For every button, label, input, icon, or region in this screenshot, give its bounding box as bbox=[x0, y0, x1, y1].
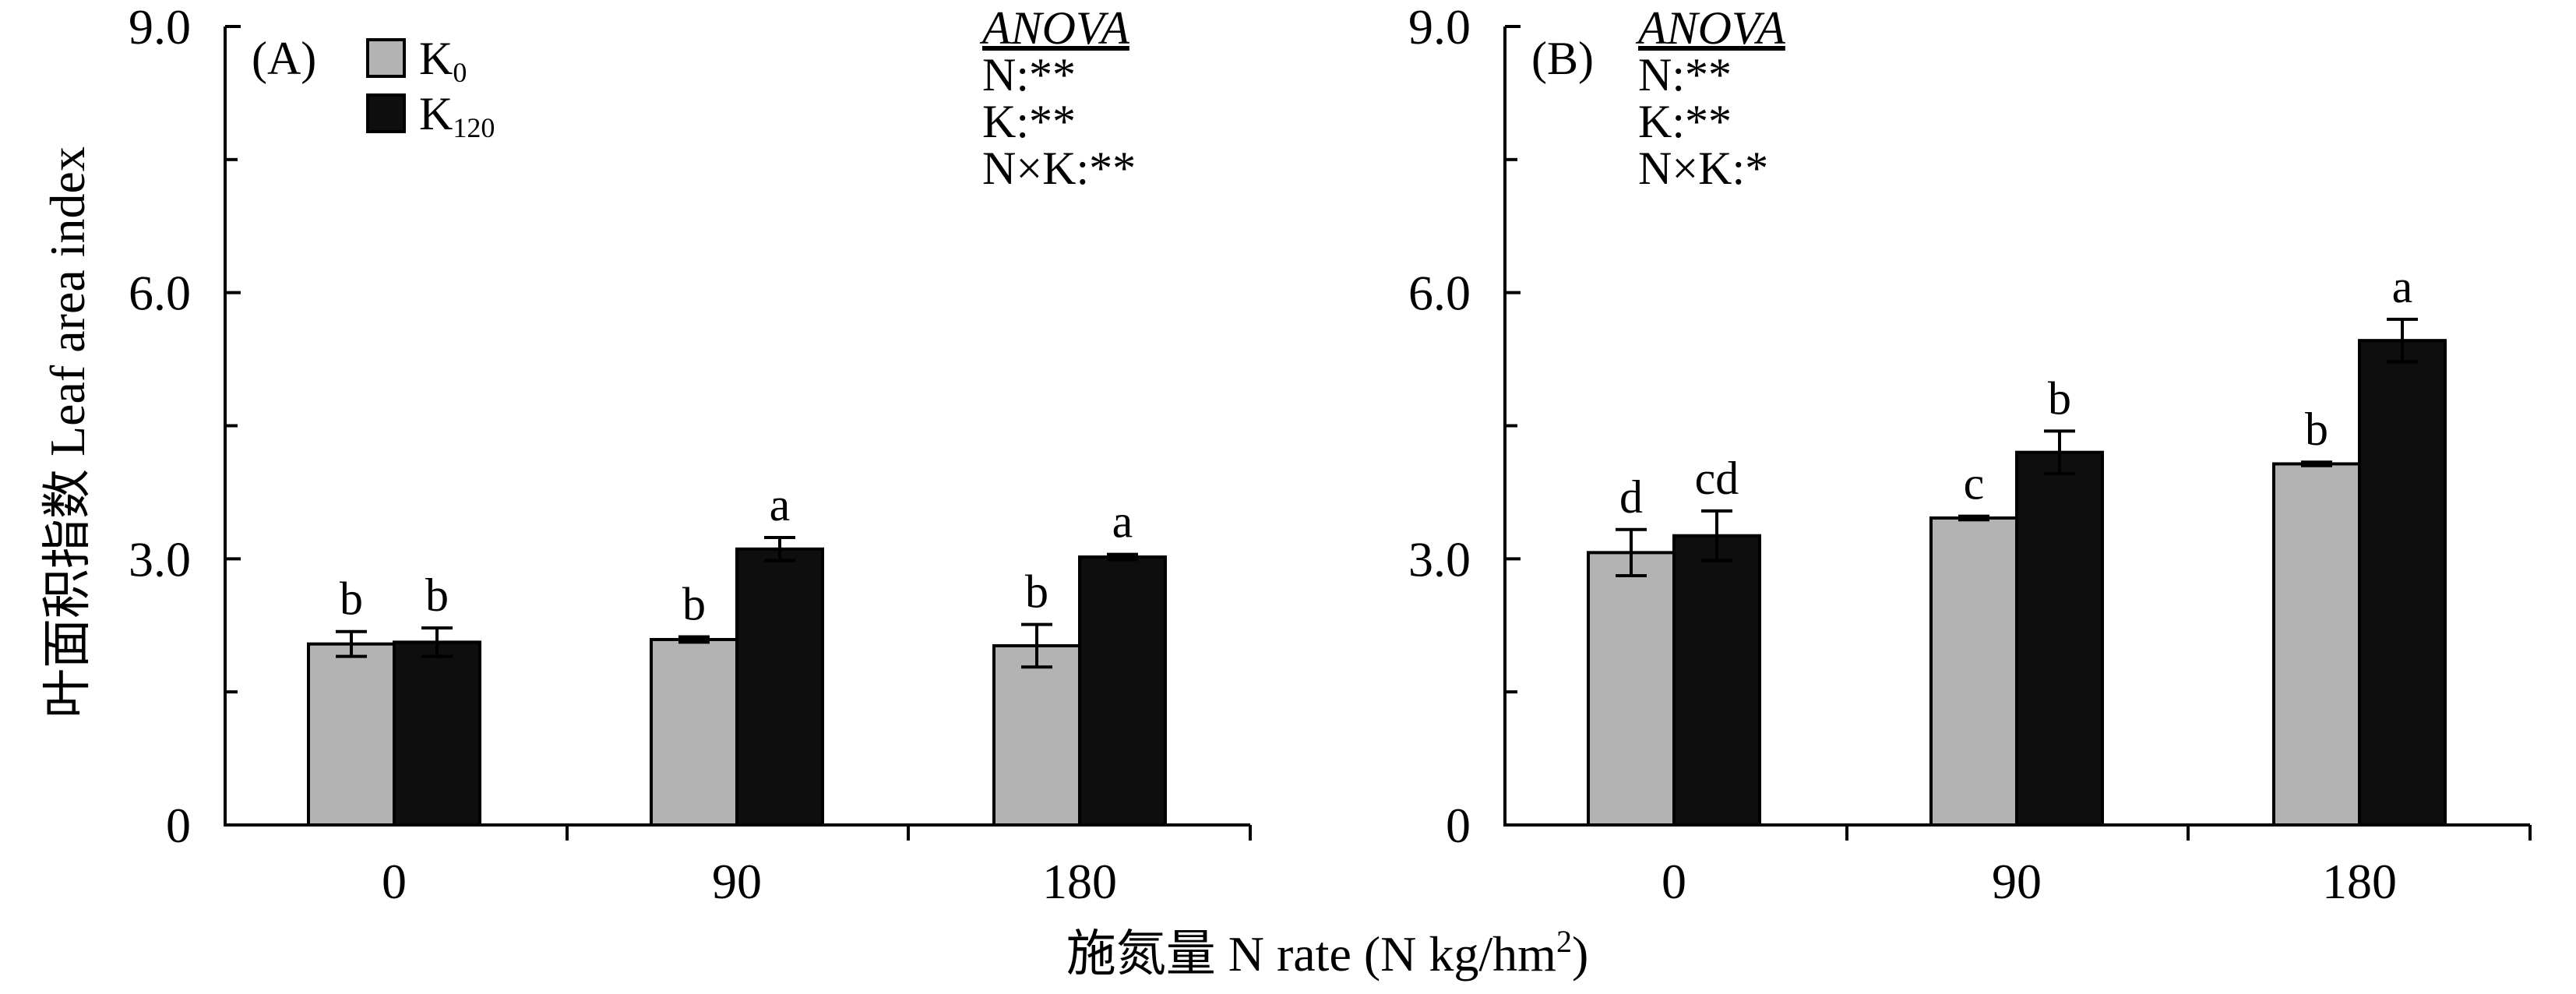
anova-line: K:** bbox=[1638, 96, 1732, 147]
legend-label: K120 bbox=[419, 88, 495, 143]
error-bar-series1-0 bbox=[1701, 509, 1732, 562]
error-bar-series0-0 bbox=[336, 629, 367, 658]
x-tick-label: 0 bbox=[1662, 854, 1686, 909]
significance-letter: a bbox=[1112, 496, 1133, 548]
bar-series1-180 bbox=[2358, 339, 2447, 827]
significance-letter: b bbox=[2048, 372, 2071, 424]
significance-letter: b bbox=[425, 569, 449, 621]
error-bar-series0-180 bbox=[1021, 622, 1052, 669]
bar-series0-90 bbox=[650, 637, 738, 827]
bar-series0-0 bbox=[1587, 551, 1676, 827]
y-axis-title: 叶面积指数 Leaf area index bbox=[40, 146, 95, 718]
legend-label-base: K bbox=[419, 88, 453, 139]
y-tick-label: 3.0 bbox=[1408, 531, 1471, 587]
x-tick-label: 90 bbox=[712, 854, 762, 909]
anova-title: ANOVA bbox=[979, 2, 1129, 54]
bar-series1-90 bbox=[735, 547, 824, 827]
y-tick-label: 0 bbox=[1446, 798, 1471, 853]
error-bar-series1-180 bbox=[1107, 552, 1138, 562]
significance-letter: d bbox=[1619, 471, 1643, 523]
error-bar-series0-0 bbox=[1616, 527, 1647, 577]
anova-line: N:** bbox=[982, 49, 1076, 100]
legend-swatch bbox=[366, 38, 406, 78]
anova-line: N×K:* bbox=[1638, 143, 1768, 194]
significance-letter: cd bbox=[1695, 453, 1739, 504]
legend-swatch bbox=[366, 93, 406, 133]
legend-item-series1: K120 bbox=[366, 88, 495, 143]
significance-letter: b bbox=[682, 579, 706, 630]
error-bar-series0-90 bbox=[1958, 514, 1989, 522]
bar-series0-180 bbox=[2272, 462, 2361, 827]
error-bar-series1-180 bbox=[2387, 317, 2418, 364]
significance-letter: b bbox=[1025, 566, 1048, 618]
significance-letter: c bbox=[1964, 458, 1985, 509]
bar-series1-90 bbox=[2015, 450, 2104, 827]
legend-label-subscript: 120 bbox=[453, 112, 495, 143]
bar-series1-180 bbox=[1078, 555, 1167, 827]
y-tick-label: 9.0 bbox=[129, 0, 191, 55]
error-bar-series1-90 bbox=[764, 536, 795, 562]
bar-series0-90 bbox=[1929, 516, 2018, 827]
error-bar-series1-90 bbox=[2044, 429, 2075, 475]
bar-series1-0 bbox=[393, 640, 481, 827]
error-bar-series1-0 bbox=[421, 626, 453, 658]
panel-label: (A) bbox=[252, 33, 316, 84]
significance-letter: a bbox=[2392, 261, 2413, 312]
x-axis-title: 施氮量 N rate (N kg/hm2) bbox=[1066, 924, 1589, 982]
error-bar-series0-180 bbox=[2301, 460, 2332, 467]
anova-line: N×K:** bbox=[982, 143, 1136, 194]
significance-letter: a bbox=[770, 479, 791, 530]
anova-line: N:** bbox=[1638, 49, 1732, 100]
anova-title: ANOVA bbox=[1635, 2, 1785, 54]
error-bar-series0-90 bbox=[678, 635, 710, 644]
significance-letter: b bbox=[340, 573, 363, 625]
legend-label-base: K bbox=[419, 33, 453, 84]
x-axis-title-main: 施氮量 N rate (N kg/hm bbox=[1066, 926, 1556, 982]
x-tick-label: 180 bbox=[2322, 854, 2397, 909]
y-tick-label: 6.0 bbox=[1408, 266, 1471, 321]
x-axis-title-tail: ) bbox=[1572, 926, 1588, 982]
significance-letter: b bbox=[2305, 404, 2328, 455]
x-axis-title-superscript: 2 bbox=[1556, 924, 1572, 959]
anova-line: K:** bbox=[982, 96, 1076, 147]
x-tick-label: 90 bbox=[1992, 854, 2042, 909]
legend-label: K0 bbox=[419, 33, 467, 88]
bar-series0-0 bbox=[307, 642, 396, 827]
y-tick-label: 0 bbox=[166, 798, 191, 853]
panel-label: (B) bbox=[1531, 33, 1594, 84]
x-tick-label: 0 bbox=[382, 854, 407, 909]
x-tick-label: 180 bbox=[1042, 854, 1117, 909]
panel-b: 0 3.0 6.0 9.0 0 90 180 d c b cd b a (B) ANOVAN:**K:**N… bbox=[1408, 0, 2532, 909]
y-tick-label: 6.0 bbox=[129, 266, 191, 321]
legend-label-subscript: 0 bbox=[453, 57, 467, 88]
y-tick-label: 3.0 bbox=[129, 531, 191, 587]
y-tick-label: 9.0 bbox=[1408, 0, 1471, 55]
bar-series0-180 bbox=[992, 643, 1081, 827]
bar-series1-0 bbox=[1672, 534, 1761, 827]
legend-item-series0: K0 bbox=[366, 33, 467, 88]
